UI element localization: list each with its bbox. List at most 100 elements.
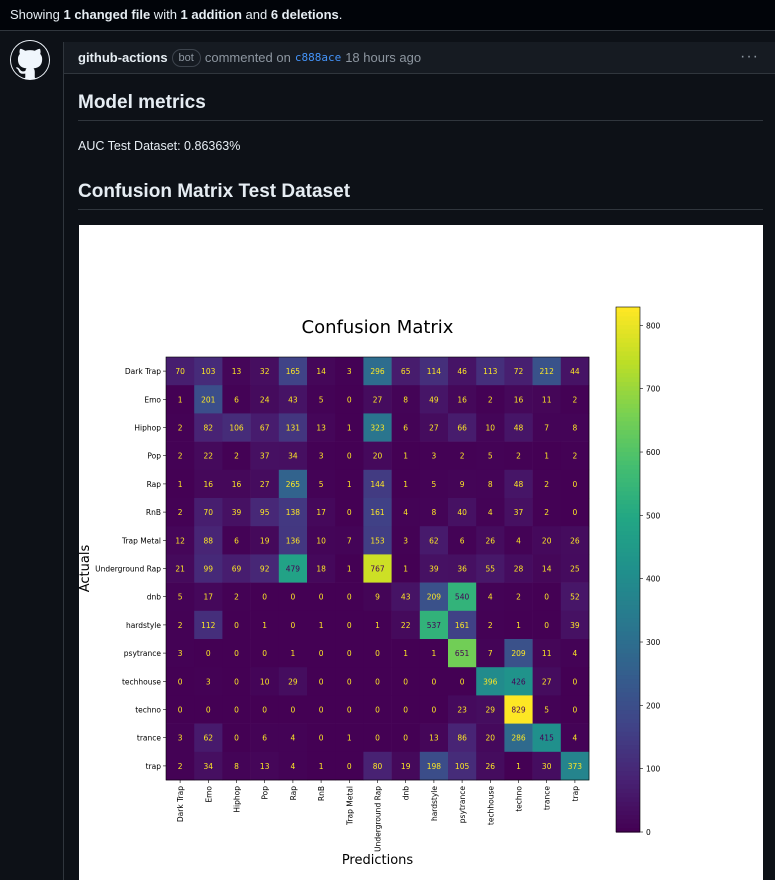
cm-cell xyxy=(476,357,505,386)
cm-cell xyxy=(194,526,223,555)
cm-cell-value: 426 xyxy=(511,677,526,686)
cm-cell xyxy=(363,498,392,527)
avatar[interactable] xyxy=(10,40,50,80)
colorbar-segment xyxy=(616,600,640,606)
cm-cell xyxy=(335,582,364,612)
colorbar-segment xyxy=(616,722,640,728)
cm-cell xyxy=(194,610,223,640)
colorbar-segment xyxy=(616,333,640,339)
cm-cell xyxy=(307,469,336,499)
cm-cell xyxy=(419,385,449,414)
y-tick-label: Rap xyxy=(147,480,162,489)
colorbar-segment xyxy=(616,508,640,514)
colorbar-segment xyxy=(616,788,640,794)
cm-cell xyxy=(560,554,590,583)
cm-cell-value: 70 xyxy=(175,367,185,376)
cm-cell xyxy=(391,526,421,555)
cm-cell-value: 1 xyxy=(544,452,549,461)
cm-cell-value: 37 xyxy=(260,452,270,461)
cm-cell-value: 34 xyxy=(204,762,214,771)
cm-cell-value: 62 xyxy=(204,734,214,743)
cm-cell-value: 138 xyxy=(286,508,301,517)
cm-cell-value: 0 xyxy=(347,508,352,517)
colorbar-segment xyxy=(616,512,640,518)
cm-cell xyxy=(560,385,590,414)
colorbar-segment xyxy=(616,591,640,597)
cm-cell xyxy=(532,526,562,555)
comment-author-link[interactable]: github-actions xyxy=(78,50,168,65)
cm-cell xyxy=(194,639,223,668)
cm-cell-value: 0 xyxy=(347,677,352,686)
colorbar-segment xyxy=(616,762,640,767)
y-axis-label: Actuals xyxy=(79,545,93,593)
cm-cell xyxy=(391,639,421,668)
colorbar-segment xyxy=(616,320,640,326)
colorbar-segment xyxy=(616,792,640,798)
cm-cell xyxy=(504,723,533,753)
cm-cell-value: 3 xyxy=(347,367,352,376)
cm-cell xyxy=(560,498,590,527)
cm-cell xyxy=(335,667,364,696)
cm-cell xyxy=(250,582,280,612)
cm-cell xyxy=(222,667,251,696)
more-options-icon[interactable]: ··· xyxy=(740,48,759,65)
cm-cell-value: 2 xyxy=(544,508,549,517)
comment-timestamp[interactable]: 18 hours ago xyxy=(345,50,422,65)
cm-cell xyxy=(476,385,505,414)
colorbar-segment xyxy=(616,735,640,741)
cm-cell-value: 2 xyxy=(178,762,183,771)
cm-cell xyxy=(448,526,477,555)
cm-cell xyxy=(307,498,336,527)
cm-cell xyxy=(250,695,280,724)
cm-cell xyxy=(391,357,421,386)
colorbar-segment xyxy=(616,700,640,706)
cm-cell-value: 1 xyxy=(347,565,352,574)
colorbar-segment xyxy=(616,390,640,396)
cm-cell-value: 7 xyxy=(347,536,352,545)
cm-cell xyxy=(222,554,251,583)
colorbar-segment xyxy=(616,744,640,750)
x-tick-label: trap xyxy=(571,786,580,802)
cm-cell xyxy=(448,413,477,442)
colorbar-segment xyxy=(616,648,640,654)
cm-cell xyxy=(222,695,251,724)
diff-summary-bar: Showing 1 changed file with 1 addition a… xyxy=(0,0,775,31)
colorbar-segment xyxy=(616,674,640,680)
colorbar-segment xyxy=(616,565,640,571)
colorbar-segment xyxy=(616,779,640,785)
cm-cell-value: 0 xyxy=(403,706,408,715)
cm-cell xyxy=(448,357,477,386)
cm-cell-value: 27 xyxy=(429,424,439,433)
cm-cell-value: 9 xyxy=(460,480,465,489)
cm-cell xyxy=(532,385,562,414)
colorbar-segment xyxy=(616,692,640,697)
colorbar-segment xyxy=(616,477,640,483)
commit-sha-link[interactable]: c888ace xyxy=(294,51,342,64)
cm-cell xyxy=(307,357,336,386)
cm-cell xyxy=(363,751,392,781)
cm-cell-value: 27 xyxy=(542,677,552,686)
colorbar-segment xyxy=(616,442,640,448)
x-tick-label: Underground Rap xyxy=(374,786,383,852)
cm-cell xyxy=(560,667,590,696)
cm-cell xyxy=(335,385,364,414)
cm-cell xyxy=(391,498,421,527)
colorbar-segment xyxy=(616,311,640,317)
y-tick-label: dnb xyxy=(147,593,162,602)
cm-cell xyxy=(250,639,280,668)
cm-cell xyxy=(166,695,195,724)
colorbar-segment xyxy=(616,359,640,365)
cm-cell-value: 5 xyxy=(319,480,324,489)
cm-cell xyxy=(504,413,533,442)
cm-cell-value: 1 xyxy=(291,649,296,658)
cm-cell xyxy=(194,498,223,527)
cm-cell xyxy=(363,441,392,471)
cm-cell-value: 9 xyxy=(375,593,380,602)
cm-cell-value: 3 xyxy=(319,452,324,461)
cm-cell xyxy=(166,751,195,781)
colorbar-segment xyxy=(616,346,640,352)
colorbar-segment xyxy=(616,556,640,562)
cm-cell xyxy=(560,639,590,668)
cm-cell-value: 10 xyxy=(486,424,496,433)
cm-cell xyxy=(560,751,590,781)
